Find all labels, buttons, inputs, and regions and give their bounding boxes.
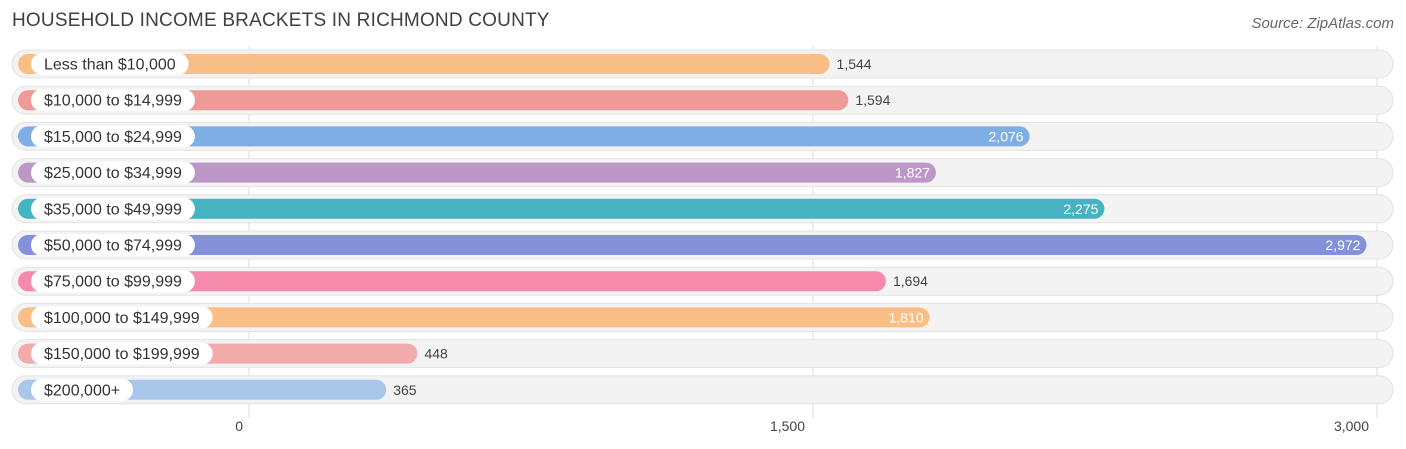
bar: [18, 235, 1367, 255]
bar: [18, 307, 930, 328]
bar: [18, 162, 936, 183]
category-label: Less than $10,000: [44, 57, 176, 74]
category-label: $35,000 to $49,999: [44, 201, 182, 218]
chart-title: HOUSEHOLD INCOME BRACKETS IN RICHMOND CO…: [12, 10, 550, 31]
bar-row: $10,000 to $14,999 1,594: [11, 85, 1394, 115]
category-pill: [31, 161, 195, 184]
value-label: 1,810: [889, 309, 924, 325]
bar-row: $200,000+ 365: [11, 375, 1394, 405]
category-label: $200,000+: [44, 382, 120, 399]
bar-row: $25,000 to $34,999 1,827: [11, 158, 1394, 188]
bar: [18, 90, 849, 111]
value-label: 1,594: [855, 92, 890, 108]
bars-layer: Less than $10,000 1,544 $10,000 to $14,999…: [11, 49, 1394, 405]
value-label: 1,827: [895, 165, 930, 181]
category-pill: [31, 306, 213, 329]
category-pill: [31, 378, 134, 401]
x-tick-label: 0: [235, 418, 243, 434]
category-pill: [31, 234, 195, 256]
category-pill: [31, 342, 213, 365]
bar-row: $100,000 to $149,999 1,810: [11, 302, 1394, 332]
value-label: 1,544: [837, 56, 872, 72]
category-label: $150,000 to $199,999: [44, 346, 200, 363]
value-label: 2,972: [1325, 237, 1360, 253]
bar-row: Less than $10,000 1,544: [11, 49, 1394, 79]
category-pill: [31, 89, 195, 112]
category-label: $10,000 to $14,999: [44, 93, 182, 110]
category-pill: [31, 125, 195, 148]
bar-row: $35,000 to $49,999 2,275: [11, 194, 1394, 224]
value-label: 2,076: [989, 128, 1024, 144]
category-label: $100,000 to $149,999: [44, 310, 200, 327]
bar: [18, 126, 1030, 147]
bar-row: $15,000 to $24,999 2,076: [11, 121, 1394, 151]
bar-row: $75,000 to $99,999 1,694: [11, 266, 1394, 296]
category-label: $15,000 to $24,999: [44, 129, 182, 146]
category-label: $50,000 to $74,999: [44, 238, 182, 255]
x-tick-label: 1,500: [770, 418, 805, 434]
value-label: 1,694: [893, 273, 928, 289]
bar: [18, 198, 1105, 219]
ticks-layer: 0 1,500 3,000: [235, 418, 1369, 434]
category-pill: [31, 53, 189, 75]
category-pill: [31, 270, 195, 293]
bar-row: $50,000 to $74,999 2,972: [11, 230, 1394, 260]
value-label: 2,275: [1063, 201, 1098, 217]
category-pill: [31, 197, 195, 220]
category-label: $25,000 to $34,999: [44, 165, 182, 182]
x-tick-label: 3,000: [1334, 418, 1369, 434]
bar: [18, 54, 830, 74]
value-label: 448: [424, 346, 448, 362]
bar: [18, 271, 886, 292]
value-label: 365: [393, 382, 417, 398]
bar-row: $150,000 to $199,999 448: [11, 339, 1394, 369]
chart-source: Source: ZipAtlas.com: [1251, 15, 1394, 32]
category-label: $75,000 to $99,999: [44, 274, 182, 291]
